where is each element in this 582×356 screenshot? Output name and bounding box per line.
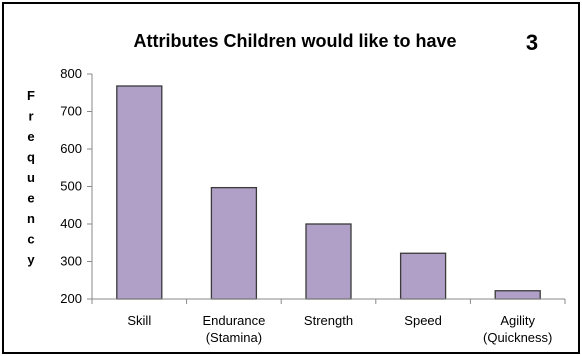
x-tick-label: (Stamina) — [206, 330, 262, 345]
y-tick-label: 400 — [60, 216, 82, 231]
y-axis-ticks: 200 300 400 500 600 700 800 — [60, 66, 92, 306]
y-tick-label: 600 — [60, 141, 82, 156]
x-tick-label: Agility — [500, 313, 535, 328]
chart-title: Attributes Children would like to have — [133, 31, 456, 51]
bar — [494, 290, 541, 300]
bar — [116, 85, 163, 300]
y-axis-label-letter: u — [27, 170, 35, 185]
y-tick-label: 200 — [60, 291, 82, 306]
bar — [305, 223, 352, 300]
y-tick-label: 700 — [60, 104, 82, 119]
bar — [210, 186, 258, 300]
x-tick-label: (Quickness) — [483, 330, 552, 345]
bar — [399, 252, 447, 300]
x-tick-label: Speed — [404, 313, 442, 328]
y-axis-label-letter: e — [27, 191, 34, 206]
x-axis-ticks: Skill Endurance (Stamina) Strength Speed Agil… — [91, 299, 566, 345]
x-tick-label: Strength — [304, 313, 353, 328]
x-tick-label: Skill — [127, 313, 151, 328]
y-axis-label-letter: F — [27, 88, 35, 103]
y-tick-label: 300 — [60, 254, 82, 269]
y-tick-label: 500 — [60, 179, 82, 194]
y-axis-label-letter: q — [27, 150, 35, 165]
y-axis-label-letter: y — [27, 252, 35, 267]
x-tick-label: Endurance — [202, 313, 265, 328]
chart-number-badge: 3 — [526, 30, 538, 55]
y-axis-label-letter: r — [28, 109, 33, 124]
y-axis-label-letter: c — [27, 232, 34, 247]
y-tick-label: 800 — [60, 66, 82, 81]
y-axis-label-letter: n — [27, 211, 35, 226]
y-axis-label-letter: e — [27, 129, 34, 144]
